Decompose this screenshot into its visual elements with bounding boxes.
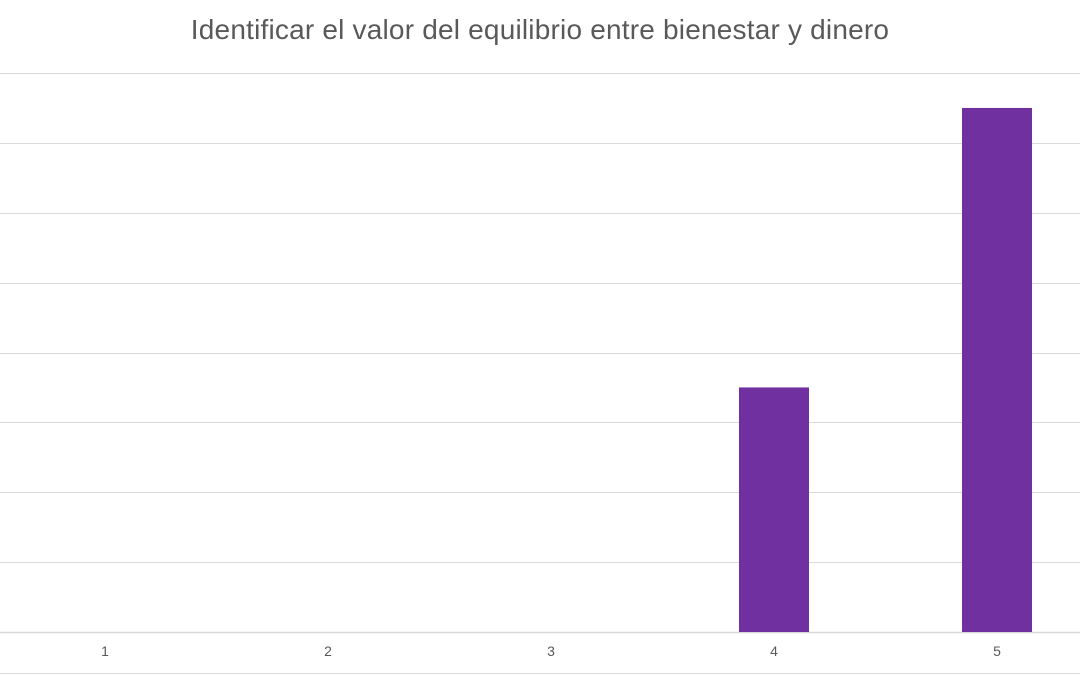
- gridlines: [0, 73, 1080, 674]
- x-tick-label: 5: [993, 643, 1001, 659]
- x-tick-label: 3: [547, 643, 555, 659]
- bars: [739, 107, 1032, 632]
- bar-4: [739, 387, 809, 632]
- chart-title: Identificar el valor del equilibrio entr…: [190, 14, 890, 45]
- x-tick-label: 2: [324, 643, 332, 659]
- x-tick-label: 4: [770, 643, 778, 659]
- bar-5: [962, 107, 1032, 632]
- x-tick-labels: 1 2 3 4 5: [101, 643, 1001, 659]
- x-tick-label: 1: [101, 643, 109, 659]
